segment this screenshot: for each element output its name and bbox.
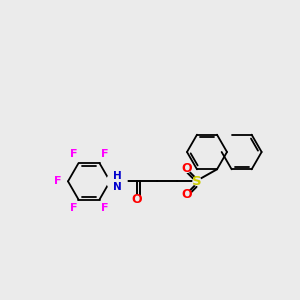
Circle shape bbox=[70, 151, 77, 158]
Text: F: F bbox=[101, 203, 108, 213]
Text: F: F bbox=[54, 176, 62, 186]
Text: F: F bbox=[70, 203, 77, 213]
Circle shape bbox=[107, 171, 127, 191]
Text: S: S bbox=[192, 175, 202, 188]
Circle shape bbox=[193, 177, 201, 185]
Circle shape bbox=[183, 164, 191, 172]
Text: O: O bbox=[182, 188, 192, 201]
Circle shape bbox=[70, 204, 77, 212]
Circle shape bbox=[183, 190, 191, 198]
Circle shape bbox=[100, 204, 109, 212]
Text: F: F bbox=[70, 149, 77, 160]
Circle shape bbox=[133, 195, 141, 203]
Text: H
N: H N bbox=[112, 170, 122, 192]
Circle shape bbox=[54, 177, 62, 185]
Text: O: O bbox=[132, 193, 142, 206]
Text: O: O bbox=[182, 162, 192, 175]
Circle shape bbox=[100, 151, 109, 158]
Text: F: F bbox=[101, 149, 108, 160]
